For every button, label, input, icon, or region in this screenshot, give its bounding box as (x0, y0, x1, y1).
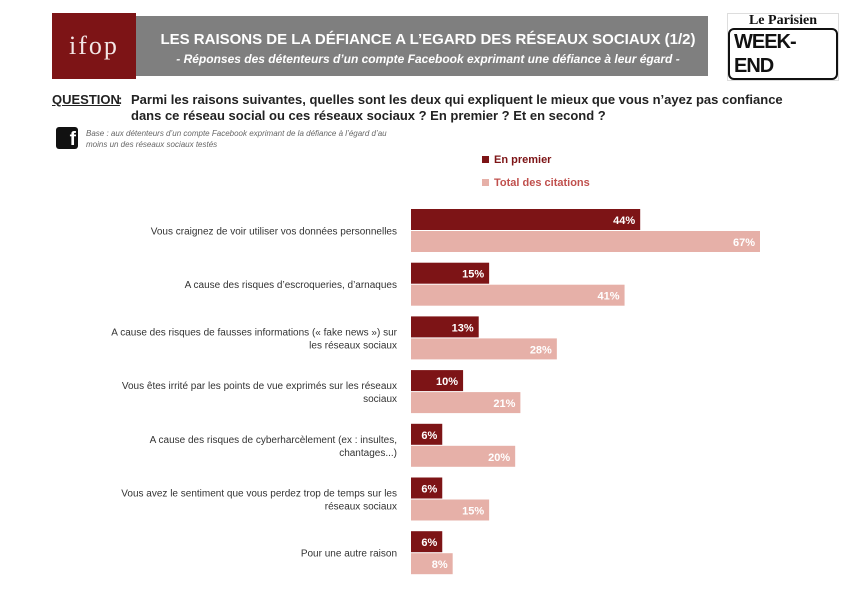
header-band (52, 16, 708, 76)
legend-label-total: Total des citations (494, 177, 590, 189)
data-label: 67% (733, 237, 755, 249)
bar-total (411, 338, 557, 360)
data-label: 21% (493, 398, 515, 410)
data-label: 20% (488, 452, 510, 464)
category-label: Vous avez le sentiment que vous perdez t… (121, 489, 397, 500)
data-label: 44% (613, 215, 635, 227)
category-label: réseaux sociaux (325, 502, 397, 513)
category-label: Vous craignez de voir utiliser vos donné… (151, 227, 397, 238)
parisien-logo-top: Le Parisien (748, 13, 818, 28)
page-title: LES RAISONS DE LA DÉFIANCE A L’EGARD DES… (160, 31, 696, 48)
legend-item-first: En premier (482, 154, 551, 166)
data-label: 10% (436, 376, 458, 388)
data-label: 8% (432, 559, 448, 571)
bar-total (411, 231, 760, 252)
base-note: Base : aux détenteurs d’un compte Facebo… (86, 129, 387, 149)
bar-total (411, 392, 521, 414)
data-label: 6% (421, 537, 437, 549)
category-label: Pour une autre raison (301, 549, 397, 560)
bar-first (411, 262, 490, 284)
category-label: les réseaux sociaux (309, 340, 397, 351)
parisien-logo-bottom: WEEK-END (728, 28, 838, 80)
bar-first (411, 477, 443, 499)
facebook-icon: f (56, 127, 78, 149)
le-parisien-logo: Le Parisien WEEK-END (727, 13, 839, 81)
category-label: A cause des risques d’escroqueries, d’ar… (185, 280, 397, 291)
bar-total (411, 499, 490, 521)
data-label: 6% (421, 484, 437, 496)
bar-total (411, 445, 516, 467)
data-label: 41% (598, 291, 620, 303)
question-colon: : (118, 92, 123, 107)
data-label: 15% (462, 269, 484, 281)
question-label: QUESTION (52, 92, 120, 107)
page-subtitle: - Réponses des détenteurs d’un compte Fa… (176, 52, 680, 66)
category-label: sociaux (363, 394, 397, 405)
legend-swatch-first (482, 156, 489, 163)
legend-label-first: En premier (494, 154, 552, 166)
category-label: chantages...) (339, 448, 397, 459)
category-label: A cause des risques de fausses informati… (111, 327, 397, 338)
data-label: 28% (530, 344, 552, 356)
legend-item-total: Total des citations (482, 177, 590, 189)
category-label: Vous êtes irrité par les points de vue e… (122, 381, 397, 392)
bar-total (411, 553, 453, 575)
bar-first (411, 316, 479, 338)
question-text: Parmi les raisons suivantes, quelles son… (131, 92, 783, 123)
bar-first (411, 423, 443, 445)
bar-total (411, 284, 625, 306)
bar-first (411, 531, 443, 553)
data-label: 13% (452, 322, 474, 334)
bar-first (411, 209, 641, 230)
ifop-logo: ifop (52, 13, 136, 79)
data-label: 15% (462, 506, 484, 518)
data-label: 6% (421, 430, 437, 442)
category-label: A cause des risques de cyberharcèlement … (150, 435, 397, 446)
bar-first (411, 370, 464, 392)
legend-swatch-total (482, 179, 489, 186)
